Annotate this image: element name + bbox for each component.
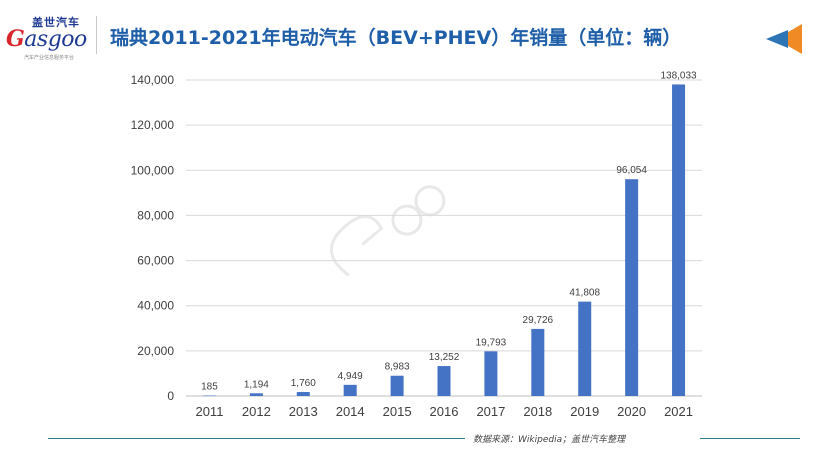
y-tick-label: 0 xyxy=(167,389,174,403)
footer-line-left xyxy=(48,438,465,439)
page-title: 瑞典2011-2021年电动汽车（BEV+PHEV）年销量（单位：辆） xyxy=(110,27,682,49)
bar xyxy=(625,179,639,396)
x-tick-label: 2012 xyxy=(242,404,271,419)
x-tick-label: 2019 xyxy=(570,404,599,419)
data-label: 4,949 xyxy=(338,371,363,382)
data-label: 19,793 xyxy=(476,337,507,348)
data-label: 185 xyxy=(201,382,218,393)
bar xyxy=(484,351,498,396)
data-label: 138,033 xyxy=(660,70,697,81)
data-label: 13,252 xyxy=(429,352,460,363)
x-tick-label: 2011 xyxy=(195,404,223,419)
bar xyxy=(249,393,263,396)
bar xyxy=(437,366,451,396)
x-tick-label: 2020 xyxy=(617,404,646,419)
y-tick-label: 100,000 xyxy=(131,163,175,177)
bar xyxy=(531,328,545,396)
x-tick-label: 2021 xyxy=(664,404,693,419)
x-tick-label: 2014 xyxy=(336,404,365,419)
data-label: 29,726 xyxy=(523,315,554,326)
y-tick-label: 40,000 xyxy=(137,299,174,313)
logo-chinese-text: 盖世汽车 xyxy=(32,16,80,29)
y-tick-label: 60,000 xyxy=(137,254,174,268)
data-label: 1,194 xyxy=(244,379,269,390)
header-divider xyxy=(96,16,97,54)
gasgoo-logo: 盖世汽车 Gasgoo 汽车产业信息服务平台 xyxy=(6,14,96,62)
logo-letter-g: G xyxy=(6,26,25,52)
y-tick-label: 80,000 xyxy=(137,208,174,222)
x-tick-label: 2016 xyxy=(430,404,459,419)
source-note: 数据来源：Wikipedia；盖世汽车整理 xyxy=(473,435,626,445)
data-label: 41,808 xyxy=(569,288,600,299)
data-label: 96,054 xyxy=(616,165,647,176)
bar xyxy=(343,384,357,396)
x-tick-label: 2018 xyxy=(523,404,552,419)
y-tick-label: 20,000 xyxy=(137,344,174,358)
y-tick-label: 140,000 xyxy=(131,73,175,87)
logo-english-text: Gasgoo xyxy=(6,26,87,52)
data-label: 8,983 xyxy=(385,362,410,373)
data-label: 1,760 xyxy=(291,378,316,389)
bar xyxy=(296,392,310,396)
bar xyxy=(202,395,216,397)
bar xyxy=(390,375,404,396)
bar-chart: 0 20,000 40,000 60,000 80,000 100,000 120,000 1… xyxy=(131,70,702,419)
bar xyxy=(578,301,592,396)
footer-line-right xyxy=(700,438,800,439)
x-tick-label: 2015 xyxy=(383,404,412,419)
bar xyxy=(672,84,686,396)
arrow-blue-shape xyxy=(766,30,788,48)
y-tick-label: 120,000 xyxy=(131,118,175,132)
logo-subtitle: 汽车产业信息服务平台 xyxy=(24,55,75,61)
logo-letters-rest: asgoo xyxy=(24,27,87,52)
arrow-orange-shape xyxy=(776,24,802,54)
arrow-left-icon xyxy=(766,24,802,54)
x-tick-label: 2017 xyxy=(476,404,505,419)
x-tick-label: 2013 xyxy=(289,404,318,419)
header: 盖世汽车 Gasgoo 汽车产业信息服务平台 瑞典2011-2021年电动汽车（… xyxy=(0,0,820,70)
